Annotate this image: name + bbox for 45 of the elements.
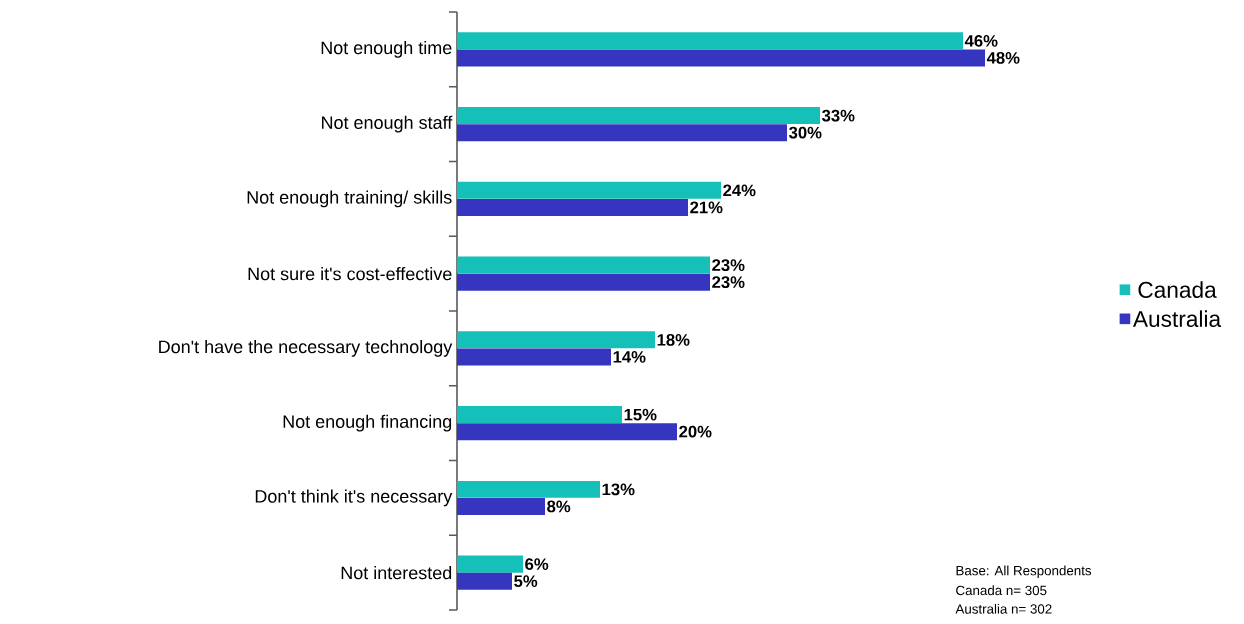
data-label: 5% [514, 575, 538, 588]
data-label: 18% [657, 333, 690, 346]
data-label: 21% [690, 201, 723, 214]
y-tick-label: Not enough financing [283, 414, 452, 432]
data-label: 23% [712, 276, 745, 289]
bar [457, 423, 678, 441]
bar [457, 480, 600, 498]
bar [457, 572, 512, 590]
annotation: Australia n= 302 [955, 603, 1052, 614]
data-label: 6% [525, 558, 549, 571]
y-tick-label: Don't have the necessary technology [159, 339, 453, 357]
y-tick-label: Not sure it's cost-effective [248, 267, 452, 281]
data-label: 48% [986, 51, 1020, 64]
y-tick-label: Don't think it's necessary [255, 489, 453, 507]
bar [457, 198, 689, 216]
data-label: 46% [964, 34, 998, 47]
bar [457, 348, 611, 366]
annotation: Canada n= 305 [956, 585, 1047, 596]
bar [457, 107, 821, 125]
bar [457, 32, 964, 50]
y-tick-label: Not interested [341, 566, 452, 580]
bar [457, 256, 711, 274]
data-label: 33% [821, 109, 855, 122]
data-label: 24% [723, 184, 756, 197]
bar [457, 331, 656, 349]
bar [457, 497, 546, 515]
data-label: 30% [788, 126, 822, 139]
y-tick-label: Not enough training/ skills [247, 190, 452, 208]
bar [457, 273, 711, 291]
data-label: 23% [712, 259, 745, 272]
data-label: 20% [679, 425, 712, 438]
bar [457, 406, 623, 424]
bar [457, 124, 788, 142]
y-tick-label: Not enough staff [322, 115, 453, 133]
data-label: 13% [602, 483, 635, 496]
bar [457, 49, 986, 67]
bar [457, 555, 523, 573]
data-label: 14% [613, 351, 646, 363]
data-label: 15% [624, 408, 657, 421]
legend-label: Australia [1132, 310, 1222, 328]
annotation: Base: All Respondents [956, 565, 1092, 578]
legend-label: Canada [1138, 281, 1217, 298]
bar [457, 181, 722, 199]
data-label: 8% [547, 500, 571, 513]
y-tick-label: Not enough time [321, 40, 452, 58]
